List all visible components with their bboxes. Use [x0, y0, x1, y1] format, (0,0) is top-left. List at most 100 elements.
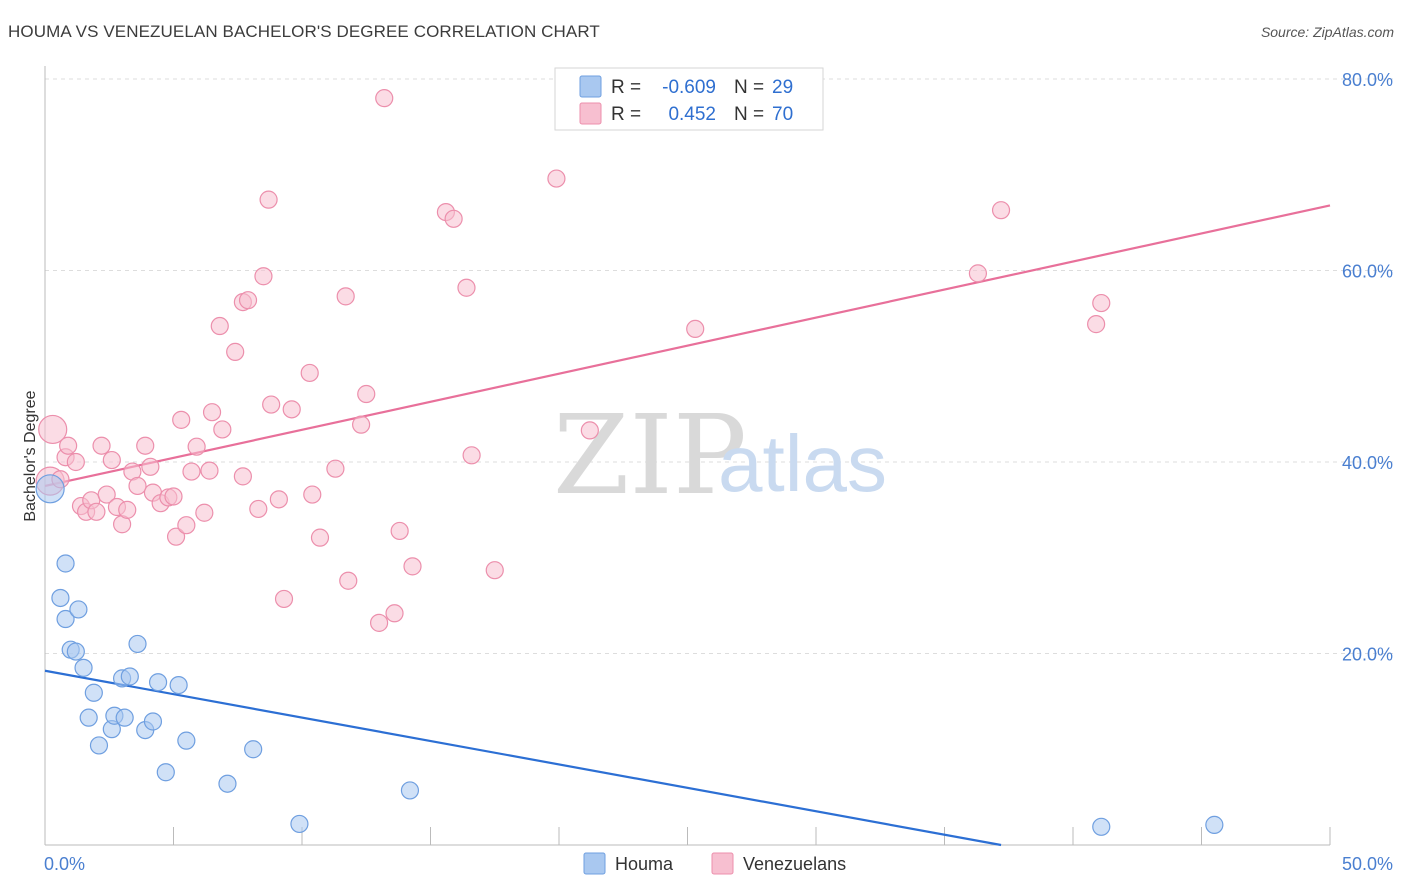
series-legend-swatch-venezuelans	[711, 852, 734, 875]
venezuelans-point	[187, 437, 206, 456]
watermark-zip: ZIP	[553, 391, 747, 519]
houma-points	[35, 474, 1224, 836]
venezuelans-point	[547, 169, 566, 188]
venezuelans-point	[357, 384, 376, 404]
houma-point	[156, 763, 175, 782]
venezuelans-point	[210, 316, 229, 336]
x-tick-label-min: 0.0%	[44, 854, 85, 874]
venezuelans-point	[59, 436, 78, 455]
venezuelans-point	[991, 201, 1011, 220]
houma-point	[290, 814, 309, 834]
venezuelans-point	[233, 467, 252, 486]
venezuelans-point	[238, 291, 258, 310]
legend-r-label: R =	[611, 104, 641, 125]
venezuelans-point	[1092, 293, 1111, 313]
y-tick-label: 80.0%	[1342, 70, 1393, 90]
y-axis-title: Bachelor's Degree	[22, 390, 39, 521]
venezuelans-point	[462, 446, 481, 465]
venezuelans-point	[259, 190, 278, 209]
watermark-atlas: atlas	[718, 419, 887, 508]
houma-point	[244, 740, 263, 759]
houma-point	[56, 554, 75, 573]
venezuelans-point	[97, 485, 116, 504]
venezuelans-point	[303, 485, 322, 504]
y-tick-labels: 20.0% 40.0% 60.0% 80.0%	[1342, 70, 1393, 665]
trend-line-venezuelans	[44, 204, 1331, 488]
venezuelans-point	[202, 403, 222, 422]
houma-point	[56, 609, 75, 629]
venezuelans-point	[375, 89, 394, 108]
venezuelans-points	[35, 89, 1111, 632]
trend-lines	[44, 204, 1331, 847]
venezuelans-point	[195, 503, 214, 522]
venezuelans-point	[326, 459, 345, 478]
venezuelans-point	[352, 415, 371, 434]
houma-point	[400, 781, 420, 800]
venezuelans-point	[485, 561, 504, 580]
venezuelans-point	[390, 521, 409, 541]
venezuelans-point	[274, 589, 294, 609]
houma-point	[1092, 817, 1111, 836]
venezuelans-point	[444, 209, 463, 228]
venezuelans-point	[136, 436, 155, 455]
y-tick-label: 40.0%	[1342, 453, 1393, 473]
legend-r-value: -0.609	[662, 77, 716, 98]
venezuelans-point	[457, 278, 476, 297]
venezuelans-point	[1087, 315, 1106, 334]
venezuelans-point	[385, 604, 404, 623]
venezuelans-point	[141, 457, 160, 476]
series-legend-label-venezuelans: Venezuelans	[743, 854, 846, 874]
venezuelans-point	[968, 264, 988, 283]
source-label: Source: ZipAtlas.com	[1260, 24, 1394, 40]
venezuelans-point	[370, 613, 389, 632]
houma-point	[120, 667, 139, 686]
venezuelans-point	[172, 410, 191, 429]
x-tick-label-max: 50.0%	[1342, 854, 1393, 874]
houma-point	[143, 712, 163, 731]
venezuelans-point	[339, 571, 358, 590]
venezuelans-point	[336, 287, 355, 306]
venezuelans-point	[66, 452, 85, 472]
houma-point	[115, 708, 134, 727]
houma-point	[69, 600, 88, 619]
legend-n-label: N =	[734, 104, 764, 125]
trend-line-houma	[44, 669, 1002, 847]
venezuelans-point	[262, 395, 281, 414]
houma-point	[51, 588, 70, 608]
venezuelans-point	[38, 414, 68, 445]
venezuelans-point	[254, 267, 273, 286]
houma-point	[169, 675, 188, 695]
venezuelans-point	[92, 436, 111, 455]
venezuelans-point	[200, 461, 219, 480]
venezuelans-point	[182, 462, 201, 481]
legend-r-value: 0.452	[668, 104, 716, 125]
houma-point	[148, 673, 168, 692]
legend-r-label: R =	[611, 77, 641, 98]
gridlines	[45, 78, 1393, 654]
venezuelans-point	[128, 476, 147, 496]
houma-point	[177, 731, 196, 750]
stats-legend: R = -0.609 N = 29 R = 0.452 N = 70	[554, 67, 824, 131]
venezuelans-point	[87, 502, 106, 521]
venezuelans-point	[102, 450, 121, 470]
venezuelans-point	[300, 363, 319, 383]
series-legend-swatch-houma	[583, 852, 606, 875]
venezuelans-point	[403, 557, 422, 576]
houma-point	[89, 736, 109, 755]
venezuelans-point	[177, 516, 196, 535]
axes	[44, 66, 1331, 846]
houma-point	[79, 708, 98, 727]
venezuelans-point	[226, 342, 245, 361]
venezuelans-point	[118, 500, 137, 519]
houma-point	[74, 658, 93, 677]
houma-point	[84, 683, 103, 702]
y-tick-label: 60.0%	[1342, 262, 1393, 282]
legend-swatch-venezuelans	[579, 102, 602, 125]
series-legend: Houma Venezuelans	[583, 852, 846, 875]
houma-point	[1205, 815, 1224, 834]
venezuelans-point	[269, 490, 288, 509]
houma-point	[218, 774, 237, 793]
venezuelans-point	[166, 527, 186, 546]
legend-n-value: 29	[772, 77, 793, 98]
